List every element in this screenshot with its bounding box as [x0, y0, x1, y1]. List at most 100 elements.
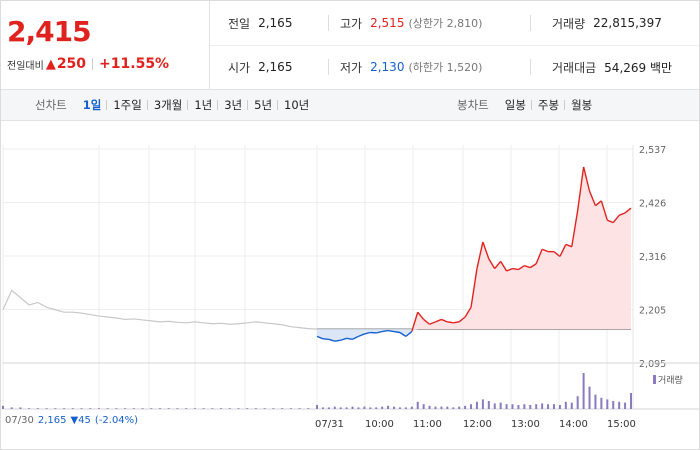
x-tick-label: 07/31 [315, 419, 344, 430]
price-line-segment [482, 241, 490, 260]
volume-legend: 거래량 [653, 373, 683, 386]
price-line-segment [393, 330, 401, 334]
price-line-segment [541, 248, 549, 253]
price-line-segment [387, 329, 395, 333]
volume-bar [535, 404, 538, 409]
period-1d[interactable]: 1일 [82, 98, 102, 112]
price-area-down [317, 329, 631, 342]
volume-bar [487, 401, 490, 409]
prev-day-close: 2,165 [37, 415, 67, 426]
volume-bar [594, 394, 597, 409]
volume-bar [452, 407, 455, 409]
volume-bar [541, 403, 544, 409]
price-line-segment [376, 330, 383, 334]
price-line-segment [582, 166, 591, 192]
price-line-segment [435, 318, 442, 323]
volume-bar [517, 405, 520, 409]
divider [92, 58, 94, 70]
period-weekly[interactable]: 주봉 [530, 97, 565, 113]
period-daily[interactable]: 일봉 [504, 98, 526, 112]
divider [328, 15, 329, 31]
volume-bar [576, 396, 579, 409]
y-tick-label: 2,426 [639, 199, 666, 210]
volume-bar [381, 406, 384, 409]
x-tick-label: 12:00 [463, 419, 492, 430]
price-line-segment [500, 260, 508, 272]
price-line-segment [382, 329, 389, 333]
volume-bar-prev [28, 408, 31, 409]
volume-bar [558, 405, 561, 409]
price-line-segment [447, 321, 454, 324]
volume-bar-prev [211, 408, 214, 409]
period-5y[interactable]: 5년 [247, 97, 278, 113]
prev-day-summary: 07/30 2,165 ▼45 (-2.04%) [5, 415, 138, 426]
stats-row-1: 전일 2,165 고가 2,515 (상한가 2,810) 거래량 22,815… [210, 1, 699, 46]
price-line-segment [399, 331, 407, 337]
volume-bar [475, 401, 478, 409]
volume-bar [499, 402, 502, 409]
volume-bar [505, 404, 508, 409]
x-tick-label: 15:00 [607, 419, 636, 430]
volume-bar-prev [10, 407, 13, 409]
volume-bar-prev [89, 408, 92, 409]
volume-bar-prev [63, 408, 66, 409]
volume-bar [375, 407, 378, 409]
price-line-segment [607, 219, 614, 224]
price-line-segment [535, 248, 543, 265]
trade-amount: 거래대금 54,269 백만 [552, 60, 673, 75]
period-3y[interactable]: 3년 [217, 97, 248, 113]
volume-bar-prev [289, 408, 292, 409]
volume-bar-prev [298, 408, 301, 409]
stats-row-2: 시가 2,165 저가 2,130 (하한가 1,520) 거래대금 54,26… [210, 45, 699, 89]
period-3m[interactable]: 3개월 [146, 97, 188, 113]
volume-bar-prev [167, 408, 170, 409]
price-line-segment [405, 330, 413, 337]
volume-legend-swatch [653, 375, 656, 384]
price-line-segment [423, 318, 431, 325]
price-line-segment [411, 311, 419, 332]
quote-header: 2,415 전일대비 ▲ 250 +11.55% 전일 2,165 고가 2,5… [1, 1, 699, 90]
volume-bar [511, 404, 514, 409]
price-line-segment [488, 258, 496, 269]
volume-bar [523, 404, 526, 409]
y-tick-label: 2,205 [639, 306, 666, 317]
volume-bar-prev [150, 408, 153, 409]
volume-bar [327, 407, 330, 409]
price-line-segment [458, 316, 466, 323]
volume-bar [434, 406, 437, 409]
period-1w[interactable]: 1주일 [106, 97, 147, 113]
volume-bar-prev [176, 408, 179, 409]
x-tick-label: 14:00 [559, 419, 588, 430]
volume-bar [333, 406, 336, 409]
volume-bar-prev [141, 408, 144, 409]
period-monthly[interactable]: 월봉 [564, 97, 598, 113]
price-line-segment [464, 306, 472, 318]
volume-bar-prev [254, 408, 257, 409]
volume-bar-prev [106, 408, 109, 409]
price-line-segment [429, 321, 436, 325]
divider [530, 59, 531, 75]
price-change: 전일대비 ▲ 250 +11.55% [7, 56, 169, 72]
price-line-segment [529, 263, 537, 269]
price-line-segment [624, 207, 632, 214]
current-price: 2,415 [7, 15, 92, 48]
volume-bar-prev [185, 408, 188, 409]
volume-bar-prev [19, 407, 22, 409]
volume-bar [570, 402, 573, 409]
period-1y[interactable]: 1년 [187, 97, 218, 113]
volume-bar-prev [272, 408, 275, 409]
period-10y[interactable]: 10년 [277, 97, 315, 113]
price-line-segment [358, 333, 365, 338]
volume-bar-prev [246, 408, 249, 409]
price-line-segment [346, 337, 353, 340]
volume-bar [316, 405, 318, 409]
price-line-segment [476, 241, 484, 269]
open-price: 시가 2,165 [228, 60, 293, 75]
price-line-segment [328, 338, 335, 342]
volume-bar [363, 406, 366, 409]
volume-bar [552, 404, 555, 409]
price-line-segment [559, 244, 567, 257]
price-line-segment [506, 267, 513, 272]
price-line-segment [600, 200, 608, 221]
